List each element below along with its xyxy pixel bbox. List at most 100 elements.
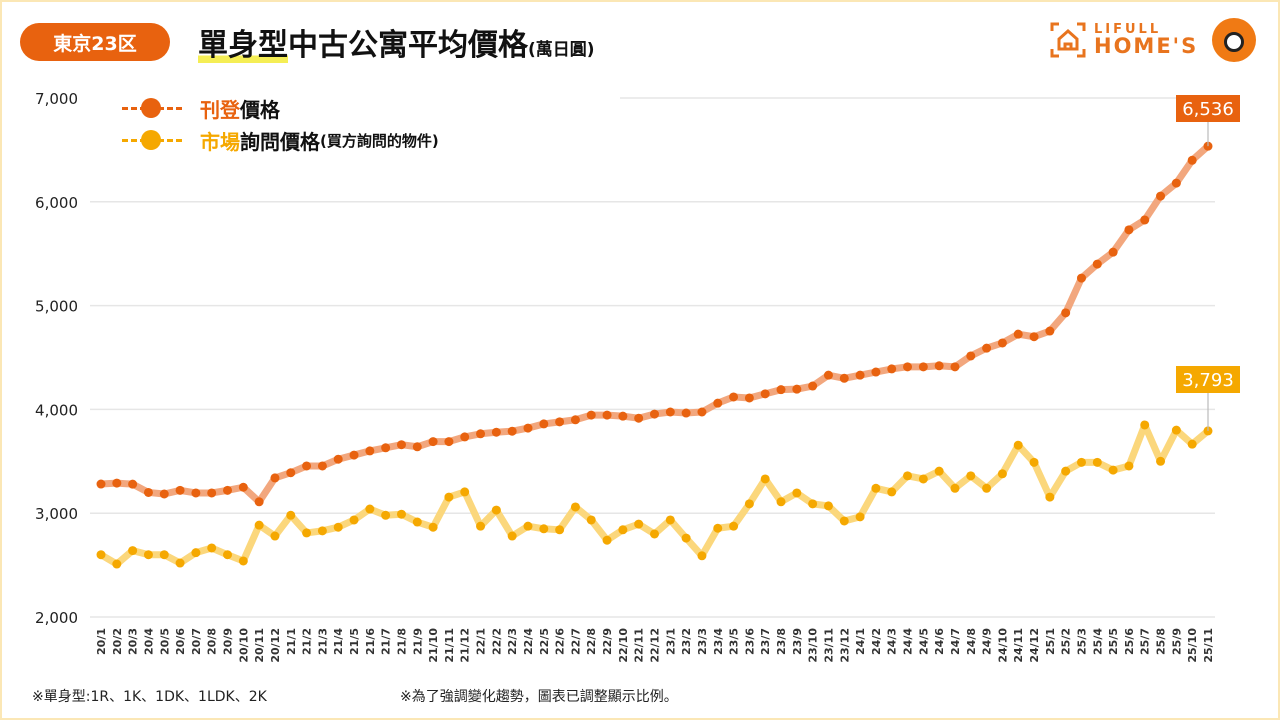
data-point	[903, 362, 913, 372]
data-point	[1045, 492, 1055, 502]
x-tick-label: 23/10	[807, 628, 820, 663]
data-point	[934, 361, 944, 371]
value-label-box	[1176, 366, 1240, 393]
data-point	[839, 516, 849, 526]
data-point	[808, 381, 818, 391]
data-point	[112, 559, 122, 569]
x-tick-label: 22/5	[538, 628, 551, 655]
data-point	[1076, 457, 1086, 467]
data-point	[555, 417, 565, 427]
x-tick-label: 20/6	[174, 628, 187, 655]
x-tick-label: 24/8	[965, 628, 978, 655]
data-point	[1187, 155, 1197, 165]
x-tick-label: 20/8	[206, 628, 219, 655]
x-tick-label: 20/3	[127, 628, 140, 655]
data-point	[855, 370, 865, 380]
data-point	[1171, 178, 1181, 188]
x-tick-label: 23/11	[822, 628, 835, 663]
data-point	[396, 509, 406, 519]
y-tick-label: 3,000	[35, 505, 78, 523]
data-point	[1124, 225, 1134, 235]
data-point	[823, 370, 833, 380]
data-point	[476, 429, 486, 439]
data-point	[159, 489, 169, 499]
data-point	[650, 529, 659, 539]
data-point	[191, 488, 201, 498]
data-point	[792, 488, 802, 498]
data-point	[586, 515, 596, 525]
data-point	[444, 437, 454, 447]
x-tick-label: 20/10	[237, 628, 250, 663]
x-tick-label: 20/9	[222, 628, 235, 655]
x-tick-label: 20/7	[190, 628, 203, 655]
x-tick-label: 21/12	[459, 628, 472, 663]
x-tick-label: 25/7	[1139, 628, 1152, 655]
data-point	[254, 520, 264, 530]
x-tick-label: 21/6	[364, 628, 377, 655]
legend-inquiry-colored: 市場	[200, 129, 240, 154]
data-point	[713, 523, 723, 533]
x-tick-label: 25/5	[1107, 628, 1120, 655]
mascot-icon	[1212, 18, 1257, 62]
data-point	[650, 409, 659, 419]
x-tick-label: 20/12	[269, 628, 282, 663]
data-point	[1013, 329, 1023, 339]
data-point	[1156, 191, 1166, 201]
data-point	[1108, 465, 1118, 475]
x-tick-label: 21/10	[427, 628, 440, 663]
x-tick-label: 21/7	[380, 628, 393, 655]
data-point	[523, 423, 533, 433]
x-tick-label: 24/1	[854, 628, 867, 655]
x-tick-label: 22/11	[633, 628, 646, 663]
x-tick-label: 23/7	[759, 628, 772, 655]
data-point	[1187, 439, 1197, 449]
footnote-definition: ※單身型:1R、1K、1DK、1LDK、2K	[32, 689, 267, 705]
legend-item-listed: 刊登 價格	[122, 92, 439, 124]
data-point	[665, 407, 675, 417]
y-tick-label: 4,000	[35, 401, 78, 419]
x-tick-label: 24/2	[870, 628, 883, 655]
data-point	[238, 482, 248, 492]
data-point	[1045, 326, 1055, 336]
data-point	[444, 492, 454, 502]
x-tick-label: 23/9	[791, 628, 804, 655]
x-tick-label: 25/3	[1075, 628, 1088, 655]
x-tick-label: 21/3	[316, 628, 329, 655]
x-tick-label: 25/6	[1123, 628, 1136, 655]
data-point	[396, 440, 406, 450]
data-point	[1029, 457, 1039, 467]
data-point	[128, 479, 138, 489]
x-tick-label: 25/10	[1186, 628, 1199, 663]
data-point	[507, 531, 517, 541]
data-point	[760, 474, 770, 484]
lifull-homes-logo: LIFULL HOME'S	[1050, 18, 1257, 62]
y-tick-label: 6,000	[35, 194, 78, 212]
data-point	[476, 521, 486, 531]
data-point	[539, 419, 549, 429]
x-tick-label: 22/6	[554, 628, 567, 655]
footnote-scale: ※為了強調變化趨勢，圖表已調整顯示比例。	[400, 689, 678, 705]
chart-title: 單身型中古公寓平均價格(萬日圓)	[198, 20, 595, 64]
x-tick-label: 20/5	[158, 628, 171, 655]
data-point	[412, 517, 422, 527]
data-point	[523, 521, 533, 531]
data-point	[1156, 456, 1166, 466]
data-point	[729, 521, 739, 531]
data-point	[903, 471, 913, 481]
data-point	[349, 515, 359, 525]
data-point	[223, 485, 233, 495]
data-point	[1061, 308, 1071, 318]
x-tick-label: 23/5	[728, 628, 741, 655]
data-point	[1092, 259, 1102, 269]
data-point	[96, 479, 106, 489]
logo-line2: HOME'S	[1094, 34, 1199, 58]
x-tick-label: 22/12	[649, 628, 662, 663]
data-point	[839, 373, 849, 383]
data-point	[887, 487, 897, 497]
x-tick-label: 22/7	[569, 628, 582, 655]
legend-marker-inquiry	[122, 130, 182, 150]
data-point	[333, 454, 343, 464]
data-point	[1076, 273, 1086, 283]
